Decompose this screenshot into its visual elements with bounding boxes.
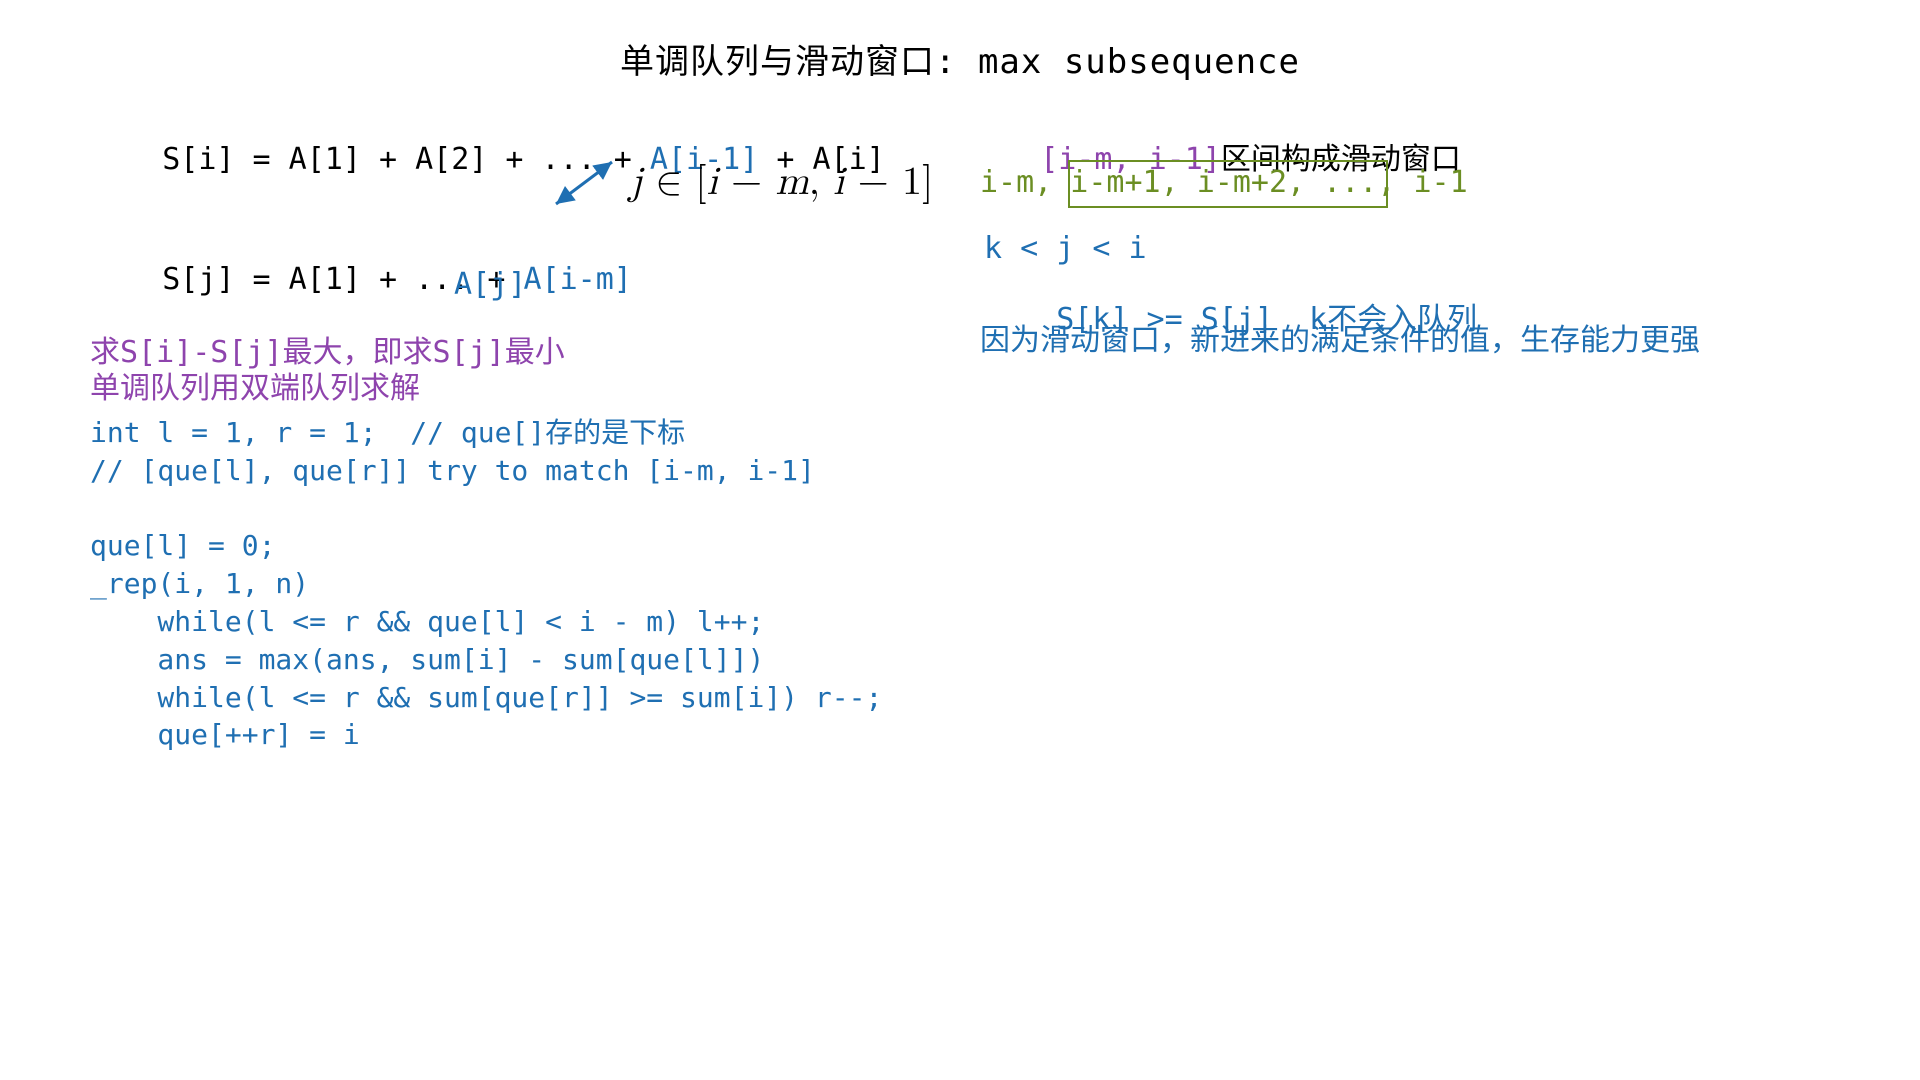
slide: 单调队列与滑动窗口: max subsequence S[i] = A[1] +…	[0, 0, 1920, 1080]
math-j-range: j ∈ [i − m, i − 1]	[630, 158, 933, 206]
code-block: int l = 1, r = 1; // que[]存的是下标 // [que[…	[90, 414, 882, 754]
purple-line-1: 求S[i]-S[j]最大，即求S[j]最小	[90, 336, 565, 371]
purple-line-2: 单调队列用双端队列求解	[90, 372, 420, 407]
bottom-note: 因为滑动窗口，新进来的满足条件的值，生存能力更强	[980, 324, 1700, 359]
eq-s-j-hl: A[i-m]	[523, 262, 631, 297]
eq-s-j: S[j] = A[1] + ... + A[i-m]	[90, 228, 632, 332]
ineq-1: k < j < i	[984, 232, 1147, 267]
eq-a-j: A[j]	[454, 268, 526, 303]
window-box	[1068, 160, 1388, 208]
